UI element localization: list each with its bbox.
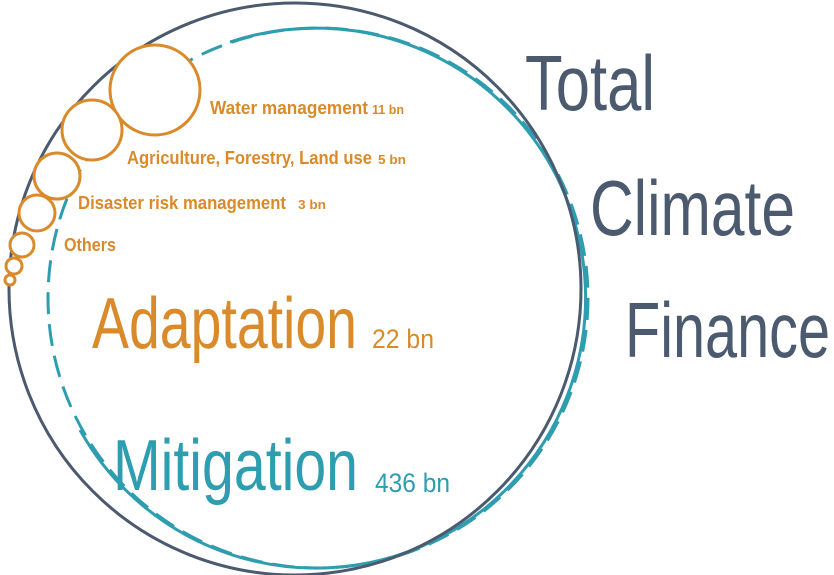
title-line: Finance	[625, 286, 830, 374]
mitigation-circle-solid	[78, 26, 588, 570]
bubble	[60, 98, 124, 162]
bubble	[4, 256, 24, 276]
bubble	[3, 273, 17, 287]
title-line: Climate	[590, 164, 795, 252]
mitigation-label: Mitigation	[113, 426, 358, 506]
adaptation-label: Adaptation	[92, 284, 357, 364]
item-label: Disaster risk management	[78, 193, 286, 213]
item-label: Water management	[210, 98, 368, 118]
item-label: Others	[64, 235, 116, 255]
title-line: Total	[525, 39, 655, 127]
adaptation-amount: 22 bn	[372, 324, 434, 354]
bubble	[108, 43, 202, 137]
item-label: Agriculture, Forestry, Land use	[127, 148, 372, 168]
mitigation-amount: 436 bn	[375, 468, 450, 498]
bubble	[8, 231, 36, 259]
item-amount: 5 bn	[378, 152, 406, 167]
bubble	[32, 151, 82, 201]
adaptation-bubbles	[3, 43, 202, 287]
bubble	[17, 193, 57, 233]
item-amount: 3 bn	[298, 197, 326, 212]
total-circle	[7, 1, 583, 575]
item-amount: 11 bn	[372, 102, 404, 117]
